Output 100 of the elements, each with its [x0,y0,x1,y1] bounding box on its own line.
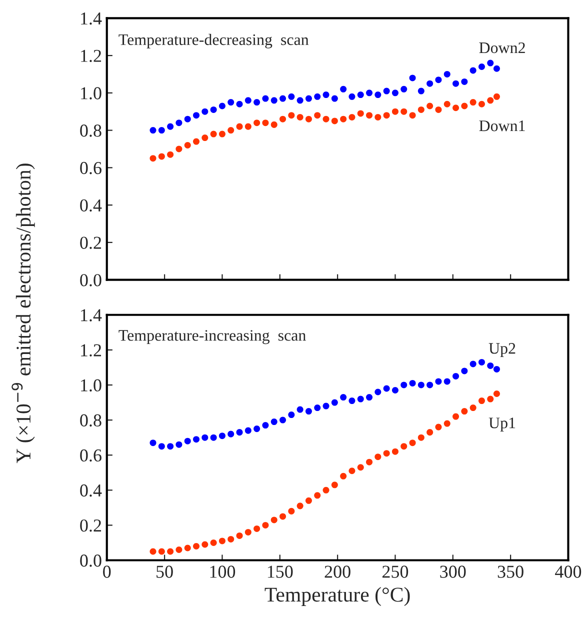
point [262,120,269,126]
y-tick-label: 1.4 [81,309,102,322]
point [426,429,434,436]
point [374,454,382,460]
point [236,429,243,436]
point [357,396,364,402]
point [158,548,165,555]
point [184,544,191,552]
point [270,97,278,104]
y-axis-title: Y (×10$^{−9}$ emitted electrons/photon) [12,164,35,464]
series-label: Down1 [479,120,525,132]
series-label: Up2 [488,343,516,358]
point [348,93,356,100]
point [444,70,450,78]
point [435,76,442,84]
point [331,118,338,124]
annotation: Temperature-decreasing scan [118,34,309,48]
series-label: Down2 [479,42,525,54]
point [461,78,468,85]
point [374,92,382,98]
point [452,413,460,420]
point [348,114,356,120]
point [409,74,416,82]
point [322,402,330,410]
text: 1.0 [81,87,102,100]
point [444,420,450,427]
point [493,366,500,372]
point [150,155,156,162]
point [305,95,312,102]
x-tick-label: 200 [324,566,350,578]
point [383,450,390,457]
point [244,97,252,104]
point [254,120,260,126]
x-axis-title: Temperature (°C) [264,587,410,606]
point [452,80,460,87]
x-tick-label: 100 [210,566,236,578]
point [314,93,321,100]
point [262,95,269,102]
point [357,464,364,471]
point [340,394,347,401]
y-tick-label: 1.4 [81,12,102,25]
point [444,100,450,108]
point [418,88,424,94]
point [167,443,174,450]
point [210,539,217,546]
point [478,100,485,108]
point [202,108,208,115]
point [392,108,398,115]
x-tick-label: 150 [268,566,293,578]
point [400,86,408,92]
point [435,106,442,113]
point [340,472,347,480]
point [366,458,373,466]
point [314,112,321,119]
point [244,123,252,130]
point [493,390,500,398]
point [322,116,330,122]
point [478,63,485,70]
point [270,516,278,524]
point [228,536,234,542]
point [228,127,234,134]
point [374,388,382,396]
point [288,112,295,119]
point [150,440,156,446]
point [357,110,364,117]
point [392,90,398,96]
point [461,368,468,374]
annotation: Temperature-increasing scan [118,330,306,344]
point [392,448,398,455]
point [493,65,500,72]
point [288,508,295,514]
point [418,106,424,113]
point [444,378,450,385]
point [254,525,260,532]
point [487,97,494,104]
point [184,142,191,149]
point [158,153,165,160]
point [435,424,442,430]
point [296,502,304,510]
point [218,432,226,440]
point [470,99,476,106]
point [435,378,442,385]
point [452,372,460,380]
point [176,546,182,554]
point [176,146,182,152]
point [218,538,226,544]
point [348,468,356,474]
point [210,130,217,138]
point [400,382,408,388]
point [193,436,200,443]
point [418,382,424,388]
point [210,106,217,113]
y-tick-label: 0.4 [80,484,102,497]
x-tick-label: 400 [555,566,582,578]
point [305,408,312,415]
point [493,93,500,100]
point [193,112,200,119]
point [193,138,200,145]
x-tick-label: 350 [498,566,524,578]
y-tick-label: 0.6 [80,162,102,174]
